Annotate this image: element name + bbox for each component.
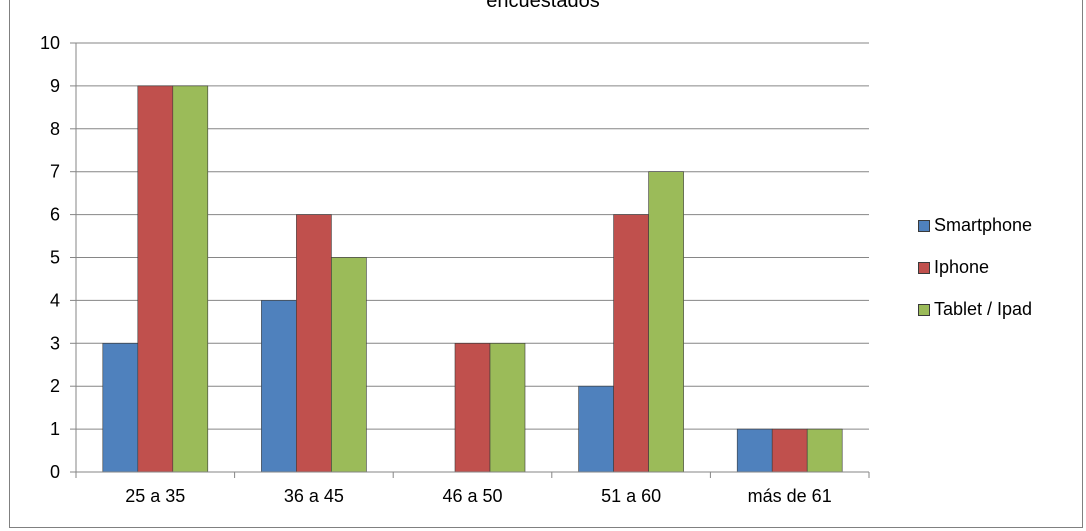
legend-swatch [918,303,930,316]
bar-smartphone [736,428,773,473]
bar-tablet-ipad [172,85,209,473]
y-tick-label: 1 [50,419,60,439]
bar-iphone [296,214,332,473]
x-tick-label: 25 a 35 [125,486,185,506]
legend-swatch [918,219,930,232]
y-tick-label: 2 [50,376,60,396]
bar-iphone [613,214,649,473]
bar-tablet-ipad [648,171,684,473]
bar-iphone [454,342,491,473]
legend: Smartphone Iphone Tablet / Ipad [918,215,1032,341]
y-tick-label: 8 [50,119,60,139]
y-tick-label: 6 [50,205,60,225]
y-tick-label: 3 [50,333,60,353]
bar-smartphone [261,300,297,473]
legend-label: Smartphone [934,215,1033,235]
legend-item: Iphone [918,257,1032,278]
y-tick-label: 7 [50,162,60,182]
y-tick-label: 4 [50,290,60,310]
bar-tablet-ipad [489,342,526,473]
bar-iphone [137,85,174,473]
legend-label: Iphone [934,257,990,277]
y-tick-label: 10 [40,33,60,53]
x-tick-label: 51 a 60 [601,486,661,506]
y-tick-label: 9 [50,76,60,96]
bars [102,85,843,473]
bar-tablet-ipad [331,257,367,473]
bar-iphone [771,428,808,473]
y-tick-label: 0 [50,462,60,482]
axes [70,42,870,478]
y-tick-label: 5 [50,248,60,268]
bar-smartphone [578,385,614,473]
legend-item: Tablet / Ipad [918,299,1032,320]
x-tick-label: 46 a 50 [442,486,502,506]
x-tick-label: más de 61 [748,486,832,506]
bar-tablet-ipad [806,428,843,473]
chart-title: encuestados [486,0,600,12]
x-tick-label: 36 a 45 [284,486,344,506]
legend-label: Tablet / Ipad [934,299,1033,319]
axis-labels: 0 1 2 3 4 5 6 7 8 9 10 25 a 35 36 a 45 46 a 50 51 a 60… [40,33,832,506]
legend-item: Smartphone [918,215,1032,236]
chart-frame [9,0,1083,528]
legend-swatch [918,261,930,274]
bar-smartphone [102,342,139,473]
